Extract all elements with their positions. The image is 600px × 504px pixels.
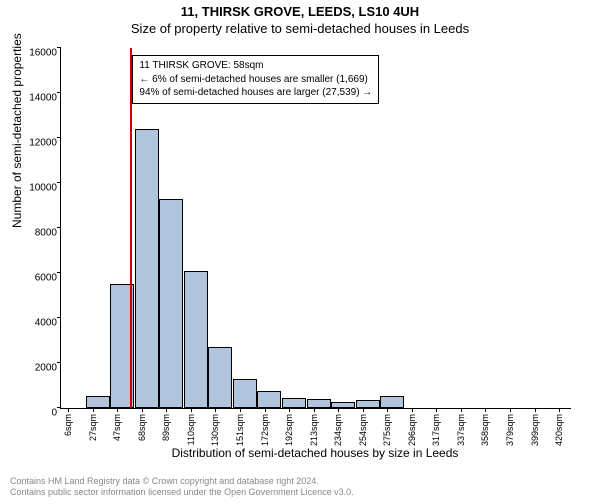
x-tick-label: 213sqm [309, 414, 319, 446]
x-tick-mark [535, 408, 536, 412]
x-tick-mark [510, 408, 511, 412]
y-tick-mark [57, 272, 61, 273]
x-tick-mark [436, 408, 437, 412]
y-tick-mark [57, 362, 61, 363]
x-tick-mark [559, 408, 560, 412]
x-tick-mark [215, 408, 216, 412]
x-tick-label: 110sqm [186, 414, 196, 445]
info-box: 11 THIRSK GROVE: 58sqm← 6% of semi-detac… [132, 55, 379, 104]
y-tick-mark [57, 137, 61, 138]
x-tick-mark [338, 408, 339, 412]
info-box-line: 11 THIRSK GROVE: 58sqm [139, 59, 372, 73]
x-tick-mark [142, 408, 143, 412]
x-tick-label: 89sqm [161, 414, 171, 441]
title-sub: Size of property relative to semi-detach… [0, 21, 600, 36]
histogram-bar [208, 347, 232, 408]
y-tick-mark [57, 227, 61, 228]
x-tick-label: 151sqm [235, 414, 245, 446]
footer-attribution: Contains HM Land Registry data © Crown c… [10, 476, 354, 499]
title-main: 11, THIRSK GROVE, LEEDS, LS10 4UH [0, 4, 600, 19]
info-box-line: 94% of semi-detached houses are larger (… [139, 86, 372, 100]
footer-line: Contains public sector information licen… [10, 487, 354, 498]
x-axis-label: Distribution of semi-detached houses by … [60, 446, 570, 460]
y-tick-mark [57, 92, 61, 93]
x-tick-label: 254sqm [358, 414, 368, 446]
x-tick-label: 234sqm [333, 414, 343, 446]
y-tick-label: 6000 [23, 273, 57, 284]
x-tick-label: 130sqm [210, 414, 220, 446]
x-tick-mark [314, 408, 315, 412]
histogram-bar [184, 271, 208, 408]
y-tick-mark [57, 47, 61, 48]
x-tick-mark [461, 408, 462, 412]
x-tick-label: 337sqm [456, 414, 466, 446]
x-tick-mark [68, 408, 69, 412]
x-tick-label: 192sqm [284, 414, 294, 446]
x-tick-mark [191, 408, 192, 412]
x-tick-mark [117, 408, 118, 412]
y-tick-label: 4000 [23, 318, 57, 329]
x-tick-label: 399sqm [530, 414, 540, 446]
y-tick-label: 0 [23, 408, 57, 419]
y-axis-label: Number of semi-detached properties [10, 33, 24, 228]
histogram-bar [233, 379, 257, 408]
histogram-bar [282, 398, 306, 408]
x-tick-mark [93, 408, 94, 412]
x-tick-label: 68sqm [137, 414, 147, 441]
x-tick-mark [387, 408, 388, 412]
x-tick-mark [363, 408, 364, 412]
x-tick-mark [485, 408, 486, 412]
histogram-bar [331, 402, 355, 408]
x-tick-label: 275sqm [382, 414, 392, 446]
histogram-bar [307, 399, 331, 408]
histogram-bar [257, 391, 281, 408]
plot-region: 02000400060008000100001200014000160006sq… [60, 48, 571, 409]
x-tick-label: 379sqm [505, 414, 515, 446]
histogram-bar [356, 400, 380, 408]
y-tick-mark [57, 407, 61, 408]
histogram-bar [135, 129, 159, 408]
histogram-bar [86, 396, 110, 408]
y-tick-label: 8000 [23, 228, 57, 239]
x-tick-label: 27sqm [88, 414, 98, 441]
x-tick-mark [166, 408, 167, 412]
x-tick-mark [289, 408, 290, 412]
x-tick-label: 317sqm [431, 414, 441, 446]
y-tick-label: 14000 [23, 93, 57, 104]
x-tick-label: 6sqm [63, 414, 73, 436]
x-tick-label: 172sqm [260, 414, 270, 446]
x-tick-label: 47sqm [112, 414, 122, 441]
x-tick-mark [265, 408, 266, 412]
x-tick-mark [240, 408, 241, 412]
y-tick-mark [57, 317, 61, 318]
y-tick-label: 2000 [23, 363, 57, 374]
histogram-chart: 02000400060008000100001200014000160006sq… [60, 48, 570, 408]
histogram-bar [159, 199, 183, 408]
x-tick-mark [412, 408, 413, 412]
y-tick-label: 16000 [23, 48, 57, 59]
info-box-line: ← 6% of semi-detached houses are smaller… [139, 73, 372, 87]
x-tick-label: 358sqm [480, 414, 490, 446]
y-tick-label: 10000 [23, 183, 57, 194]
x-tick-label: 296sqm [407, 414, 417, 446]
y-tick-mark [57, 182, 61, 183]
footer-line: Contains HM Land Registry data © Crown c… [10, 476, 354, 487]
x-tick-label: 420sqm [554, 414, 564, 446]
y-tick-label: 12000 [23, 138, 57, 149]
histogram-bar [380, 396, 404, 408]
